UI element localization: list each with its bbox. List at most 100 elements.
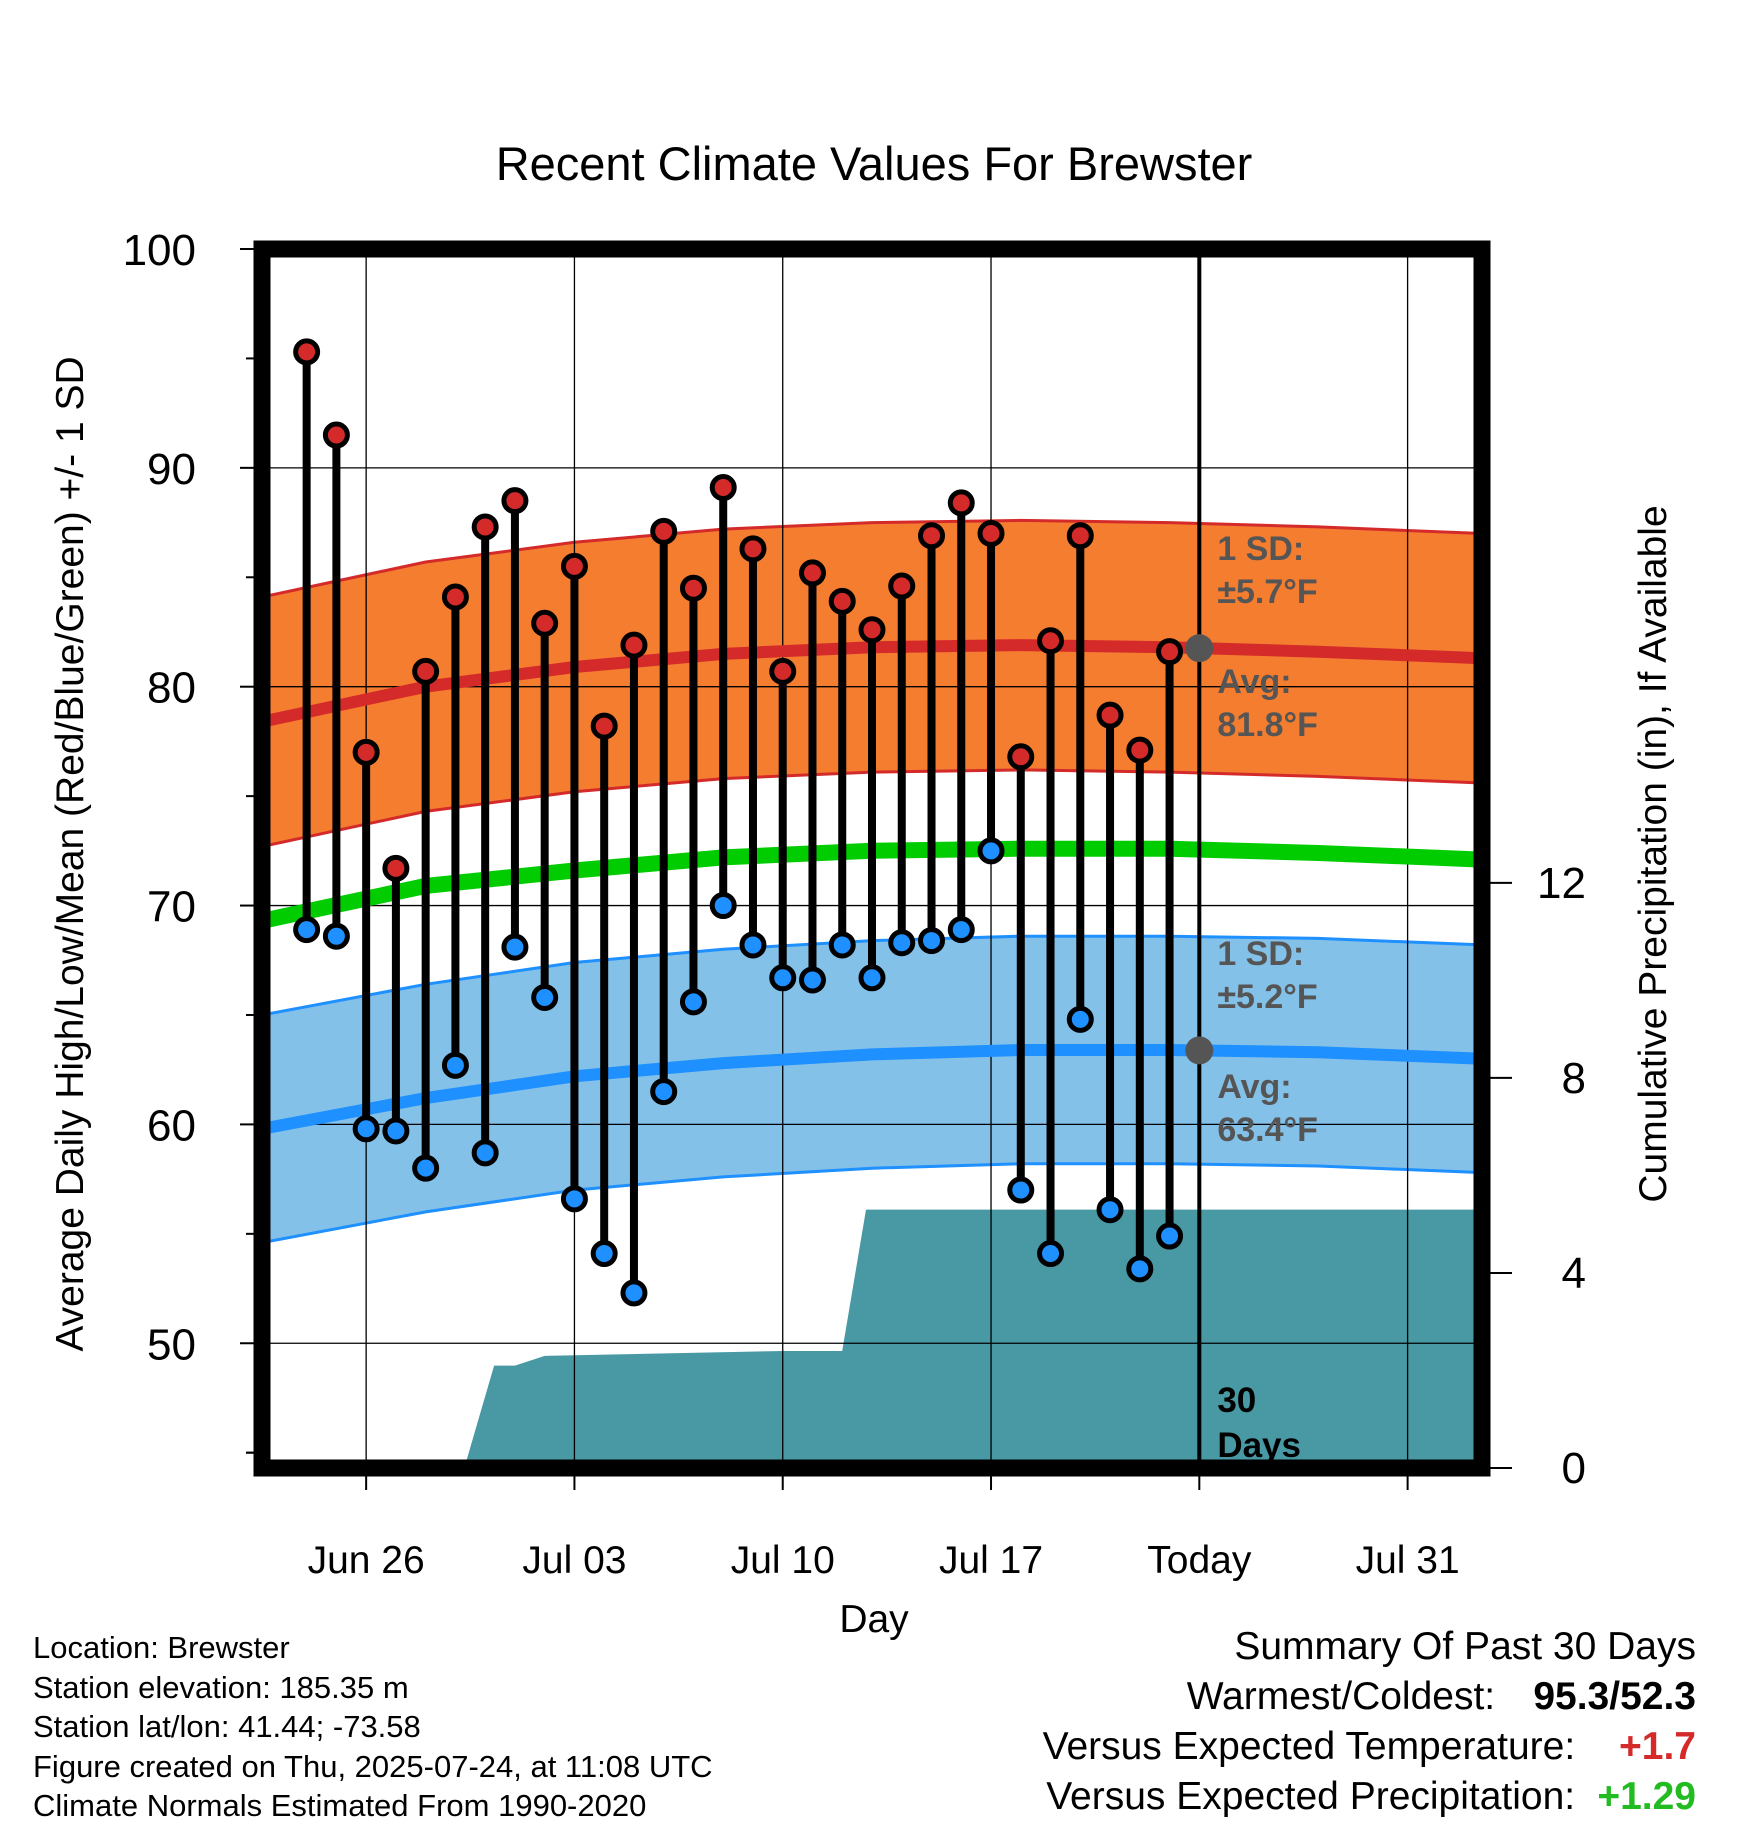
daily-high-point xyxy=(1096,701,1124,729)
y2-tick-label: 8 xyxy=(1562,1054,1586,1103)
daily-low-point xyxy=(1096,1196,1124,1224)
x-tick-label: Jul 17 xyxy=(939,1539,1043,1582)
days-text-label: Days xyxy=(1217,1426,1301,1465)
low-sd-value: ±5.2°F xyxy=(1217,978,1317,1016)
created-text: Figure created on Thu, 2025-07-24, at 11… xyxy=(33,1748,713,1784)
daily-low-point xyxy=(293,916,321,944)
normal-low-band xyxy=(262,936,1482,1243)
x-tick-label: Jul 03 xyxy=(522,1539,626,1582)
warmest-coldest-row: Warmest/Coldest: 95.3/52.3 xyxy=(1043,1672,1696,1722)
station-info: Location: Brewster Station elevation: 18… xyxy=(33,1628,713,1826)
daily-high-point xyxy=(412,657,440,685)
precip-anomaly-value: +1.29 xyxy=(1597,1775,1696,1818)
chart-title: Recent Climate Values For Brewster xyxy=(496,137,1253,190)
y-tick-label: 60 xyxy=(147,1101,196,1150)
daily-low-point xyxy=(947,916,975,944)
daily-high-point xyxy=(1037,627,1065,655)
coldest-value: 52.3 xyxy=(1620,1675,1696,1718)
high-sd-value: ±5.7°F xyxy=(1217,573,1317,611)
daily-low-point xyxy=(1126,1255,1154,1283)
daily-high-point xyxy=(1126,736,1154,764)
daily-low-point xyxy=(1007,1176,1035,1204)
days-count-label: 30 xyxy=(1217,1381,1256,1420)
daily-high-point xyxy=(977,520,1005,548)
daily-high-point xyxy=(858,616,886,644)
normal-low-line xyxy=(262,1044,1482,1135)
daily-low-point xyxy=(739,931,767,959)
x-axis-label: Day xyxy=(839,1598,909,1641)
daily-high-point xyxy=(828,587,856,615)
daily-low-point xyxy=(918,927,946,955)
y-tick-label: 50 xyxy=(147,1320,196,1369)
elevation-text: Station elevation: 185.35 m xyxy=(33,1669,409,1705)
daily-high-point xyxy=(441,583,469,611)
daily-low-point xyxy=(679,988,707,1016)
daily-high-point xyxy=(382,854,410,882)
daily-high-point xyxy=(709,474,737,502)
x-tick-label: Jun 26 xyxy=(308,1539,425,1582)
daily-high-point xyxy=(501,487,529,515)
daily-high-point xyxy=(293,338,321,366)
daily-high-point xyxy=(888,572,916,600)
x-tick-label: Today xyxy=(1147,1539,1252,1582)
temp-anomaly-row: Versus Expected Temperature: +1.7 xyxy=(1043,1722,1696,1772)
daily-high-point xyxy=(918,522,946,550)
x-tick-label: Jul 31 xyxy=(1356,1539,1460,1582)
y2-tick-label: 0 xyxy=(1562,1444,1586,1493)
high-avg-label: Avg: xyxy=(1217,663,1291,701)
value-separator: / xyxy=(1609,1675,1621,1718)
plot-interior: 1 SD: ±5.7°F Avg: 81.8°F 1 SD: ±5.2°F Avg: 63.4… xyxy=(262,249,1482,1468)
daily-low-point xyxy=(888,929,916,957)
daily-low-point xyxy=(828,931,856,959)
daily-high-point xyxy=(798,559,826,587)
daily-high-point xyxy=(650,517,678,545)
daily-low-point xyxy=(977,837,1005,865)
daily-low-point xyxy=(1066,1005,1094,1033)
daily-high-point xyxy=(471,513,499,541)
warmest-coldest-label: Warmest/Coldest: xyxy=(1186,1675,1496,1718)
y-tick-label: 100 xyxy=(123,226,196,275)
daily-low-point xyxy=(1156,1222,1184,1250)
normal-high-band-upper-edge xyxy=(262,518,1482,599)
y2-tick-label: 4 xyxy=(1562,1249,1586,1298)
daily-low-point xyxy=(412,1154,440,1182)
daily-low-point xyxy=(560,1185,588,1213)
daily-high-point xyxy=(947,489,975,517)
normal-low-band-lower-edge xyxy=(262,1162,1482,1245)
daily-high-point xyxy=(620,631,648,659)
daily-low-point xyxy=(501,933,529,961)
daily-low-point xyxy=(709,892,737,920)
daily-low-point xyxy=(650,1078,678,1106)
daily-high-point xyxy=(1156,638,1184,666)
daily-low-point xyxy=(769,964,797,992)
daily-high-point xyxy=(1066,522,1094,550)
precip-anomaly-label: Versus Expected Precipitation: xyxy=(1046,1775,1576,1818)
y2-axis-label: Cumulative Precipitation (in), If Availa… xyxy=(1632,505,1675,1202)
daily-high-point xyxy=(322,421,350,449)
daily-high-point xyxy=(352,738,380,766)
daily-low-point xyxy=(1037,1240,1065,1268)
daily-low-point xyxy=(352,1115,380,1143)
daily-high-point xyxy=(739,535,767,563)
warmest-coldest-value: 95.3/52.3 xyxy=(1506,1672,1696,1722)
latlon-text: Station lat/lon: 41.44; -73.58 xyxy=(33,1709,421,1744)
daily-high-point xyxy=(1007,743,1035,771)
plot-frame xyxy=(253,240,1491,1477)
summary-panel: Summary Of Past 30 Days Warmest/Coldest:… xyxy=(1043,1622,1696,1822)
daily-low-point xyxy=(798,966,826,994)
temp-anomaly-label: Versus Expected Temperature: xyxy=(1042,1725,1576,1768)
precipitation-area xyxy=(262,1209,1482,1468)
daily-low-point xyxy=(471,1139,499,1167)
location-text: Location: Brewster xyxy=(33,1630,290,1665)
y-axis-label: Average Daily High/Low/Mean (Red/Blue/Gr… xyxy=(49,356,92,1351)
y2-tick-label: 12 xyxy=(1537,859,1586,908)
daily-high-point xyxy=(531,609,559,637)
plot-area: 1 SD: ±5.7°F Avg: 81.8°F 1 SD: ±5.2°F Avg: 63.4… xyxy=(123,226,1586,1582)
y-tick-label: 90 xyxy=(147,445,196,494)
low-avg-value: 63.4°F xyxy=(1217,1111,1318,1149)
precip-anomaly-row: Versus Expected Precipitation: +1.29 xyxy=(1043,1772,1696,1822)
warmest-value: 95.3 xyxy=(1533,1675,1610,1718)
daily-low-point xyxy=(590,1240,618,1268)
daily-low-point xyxy=(441,1051,469,1079)
